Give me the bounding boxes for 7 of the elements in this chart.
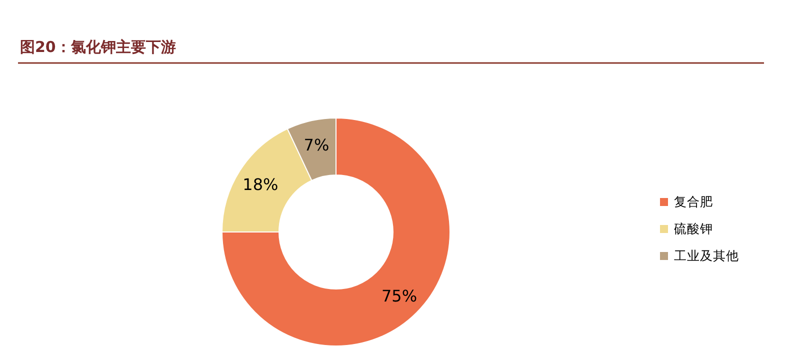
text: 图20：氯化钾主要下游	[20, 38, 176, 56]
legend-label: 硫酸钾	[674, 221, 713, 236]
data-label: 75%	[382, 286, 418, 306]
legend-label: 工业及其他	[674, 248, 739, 263]
data-label: 7%	[304, 136, 330, 155]
data-label: 18%	[242, 175, 278, 194]
legend-label: 复合肥	[674, 194, 713, 209]
